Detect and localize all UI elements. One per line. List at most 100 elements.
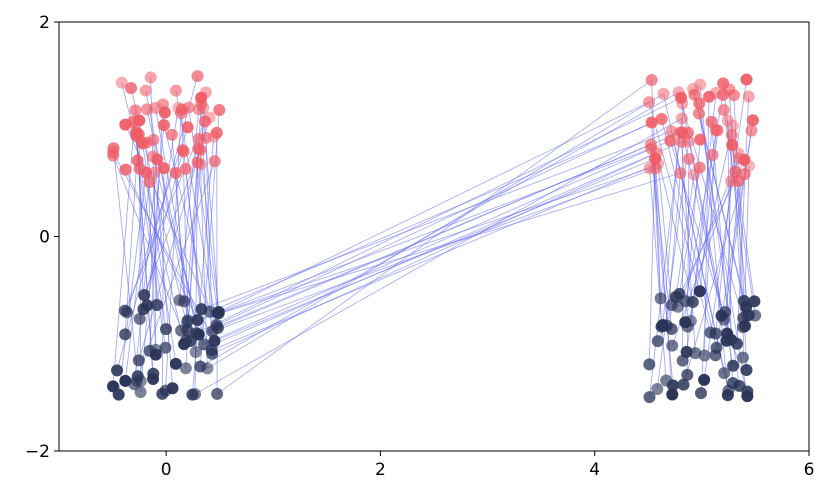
lower-point [695, 387, 708, 400]
upper-point [139, 84, 152, 97]
lower-point [211, 387, 224, 400]
connector-line [199, 109, 220, 367]
lower-point [737, 311, 750, 324]
connector-line [704, 96, 710, 356]
lower-point [134, 375, 147, 388]
x-tick-label: 2 [375, 460, 386, 480]
cross-connector-line [201, 130, 672, 310]
x-tick-label: 6 [804, 460, 815, 480]
lower-point [710, 341, 723, 354]
upper-point [158, 106, 171, 119]
connector-line [143, 149, 201, 296]
lower-point [133, 312, 146, 325]
connector-line [671, 171, 736, 346]
cross-connector-line [209, 118, 662, 313]
lower-point [208, 335, 221, 348]
upper-point [181, 121, 194, 134]
lower-point [189, 345, 202, 358]
upper-point [169, 84, 182, 97]
connector-line [153, 172, 157, 350]
lower-point [169, 357, 182, 370]
upper-point [192, 103, 205, 116]
lower-point [120, 306, 133, 319]
lower-point [666, 339, 679, 352]
upper-point [119, 118, 132, 131]
upper-point [694, 133, 707, 146]
upper-point [655, 113, 668, 126]
lower-point [681, 368, 694, 381]
connector-line [649, 118, 683, 398]
cross-connector-line [196, 97, 682, 334]
upper-point [687, 82, 700, 95]
connector-line [112, 110, 136, 387]
upper-point [710, 86, 723, 99]
connector-line [655, 168, 673, 395]
upper-point [144, 71, 157, 84]
upper-point [208, 155, 221, 168]
upper-point [682, 153, 695, 166]
upper-point [107, 149, 120, 162]
y-tick-label: −2 [25, 442, 50, 462]
upper-point [194, 158, 207, 171]
connector-line [649, 168, 667, 381]
connector-line [146, 109, 200, 335]
lower-point [178, 338, 191, 351]
upper-point [693, 161, 706, 174]
lower-point [698, 349, 711, 362]
upper-point [165, 128, 178, 141]
connector-line [657, 163, 673, 306]
lower-point [181, 314, 194, 327]
cross-connector-line [195, 141, 682, 353]
lower-point [175, 324, 188, 337]
lower-point [671, 300, 684, 313]
connector-line [183, 148, 199, 345]
scatter-points [107, 70, 762, 404]
lower-point [740, 301, 753, 314]
upper-point [706, 149, 719, 162]
upper-point [673, 126, 686, 139]
connector-line [692, 88, 747, 308]
upper-point [125, 82, 138, 95]
lower-point [651, 383, 664, 396]
lower-point [643, 391, 656, 404]
connector-line [686, 159, 690, 375]
connector-line [656, 153, 694, 303]
lower-point [173, 294, 186, 307]
lower-point [192, 328, 205, 341]
connector-lines [112, 75, 756, 398]
x-tick-label: 0 [161, 460, 172, 480]
cross-connector-line [218, 167, 650, 314]
upper-point [727, 89, 740, 102]
lower-point [211, 306, 224, 319]
lower-point [718, 367, 731, 380]
lower-point [643, 358, 656, 371]
lower-point [722, 384, 735, 397]
upper-point [693, 97, 706, 110]
axes: 0 2 4 6 −2 0 2 [25, 13, 814, 480]
cross-connector-line [203, 140, 671, 345]
y-tick-label: 0 [39, 228, 50, 248]
lower-point [654, 292, 667, 305]
upper-point [645, 73, 658, 86]
upper-point [746, 114, 759, 127]
lower-point [149, 343, 162, 356]
connector-line [724, 120, 754, 313]
upper-point [682, 135, 695, 148]
y-tick-label: 2 [39, 13, 50, 33]
upper-point [129, 104, 142, 117]
upper-point [649, 152, 662, 165]
upper-point [726, 138, 739, 151]
lower-point [150, 298, 163, 311]
upper-point [119, 163, 132, 176]
cross-connector-line [216, 122, 652, 326]
upper-point [192, 142, 205, 155]
upper-point [657, 87, 670, 100]
cross-connector-line [198, 132, 680, 335]
upper-point [210, 126, 223, 139]
lower-point [684, 314, 697, 327]
lower-point [665, 322, 678, 335]
cross-connector-line [211, 152, 657, 355]
upper-point [645, 116, 658, 129]
lower-point [141, 299, 154, 312]
upper-point [721, 114, 734, 127]
